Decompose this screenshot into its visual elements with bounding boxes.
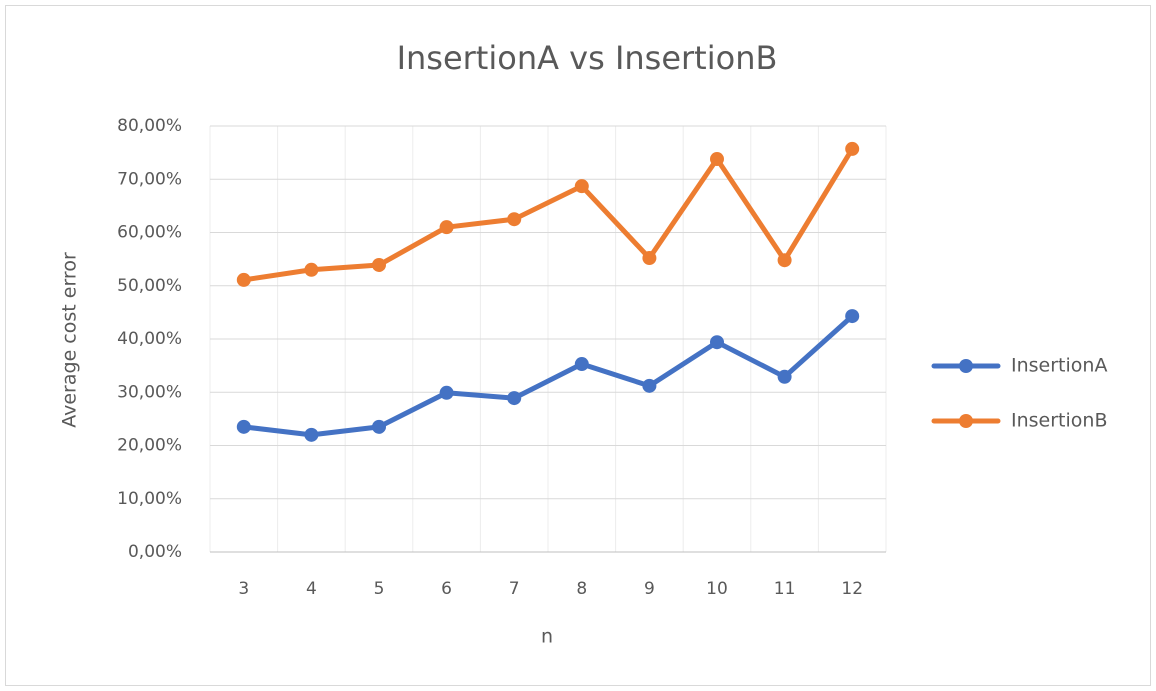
x-tick-label: 6 <box>441 579 452 599</box>
x-tick-label: 5 <box>374 579 385 599</box>
y-axis-label: Average cost error <box>59 252 81 428</box>
chart-title: InsertionA vs InsertionB <box>397 39 778 77</box>
data-point <box>642 378 657 393</box>
x-tick-label: 9 <box>644 579 655 599</box>
data-point <box>642 251 657 266</box>
data-point <box>507 391 522 406</box>
y-tick-label: 10,00% <box>117 489 182 509</box>
series-line <box>241 146 855 283</box>
x-tick-label: 10 <box>706 579 728 599</box>
data-point <box>304 262 319 277</box>
data-point <box>845 141 860 156</box>
data-point <box>236 419 251 434</box>
y-tick-label: 70,00% <box>117 169 182 189</box>
data-point <box>710 335 724 350</box>
x-tick-label: 8 <box>576 579 587 599</box>
legend-marker <box>959 414 973 428</box>
series-line <box>241 313 855 438</box>
data-point <box>574 357 589 372</box>
data-point <box>304 427 319 442</box>
y-tick-label: 0,00% <box>128 542 182 562</box>
y-tick-label: 30,00% <box>117 382 182 402</box>
x-tick-label: 4 <box>306 579 317 599</box>
legend-marker <box>959 359 973 373</box>
data-point <box>710 152 724 167</box>
x-axis-label: n <box>541 626 553 648</box>
y-tick-label: 20,00% <box>117 436 182 456</box>
legend-label: InsertionB <box>1011 410 1107 432</box>
x-tick-label: 11 <box>774 579 796 599</box>
data-point <box>439 220 454 235</box>
x-tick-label: 7 <box>509 579 520 599</box>
data-point <box>372 419 386 434</box>
data-point <box>574 179 589 194</box>
data-point <box>777 253 792 268</box>
x-tick-label: 3 <box>238 579 249 599</box>
data-point <box>236 272 251 287</box>
data-point <box>439 385 454 400</box>
y-tick-label: 60,00% <box>117 223 182 243</box>
x-tick-label: 12 <box>841 579 863 599</box>
y-tick-label: 80,00% <box>117 116 182 136</box>
y-tick-label: 50,00% <box>117 276 182 296</box>
chart-frame <box>5 5 1151 686</box>
data-point <box>372 257 386 272</box>
legend-label: InsertionA <box>1011 355 1107 377</box>
data-point <box>777 369 792 384</box>
y-tick-label: 40,00% <box>117 329 182 349</box>
data-point <box>845 309 860 324</box>
data-point <box>507 212 522 227</box>
